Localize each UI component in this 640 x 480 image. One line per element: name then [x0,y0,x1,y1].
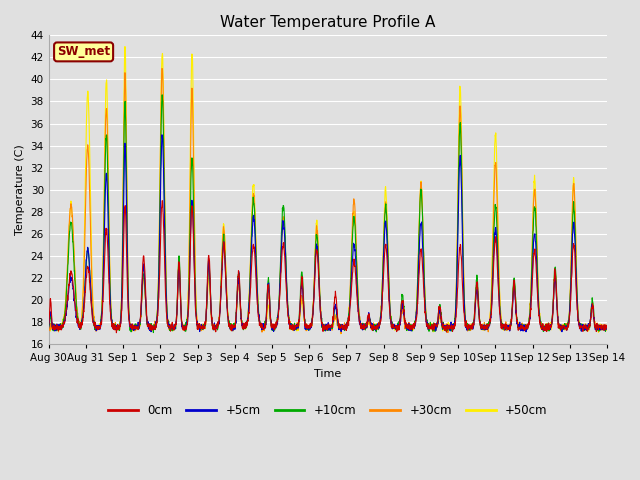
Y-axis label: Temperature (C): Temperature (C) [15,144,25,235]
Title: Water Temperature Profile A: Water Temperature Profile A [220,15,435,30]
Legend: 0cm, +5cm, +10cm, +30cm, +50cm: 0cm, +5cm, +10cm, +30cm, +50cm [103,399,552,421]
X-axis label: Time: Time [314,369,341,379]
Text: SW_met: SW_met [57,46,110,59]
